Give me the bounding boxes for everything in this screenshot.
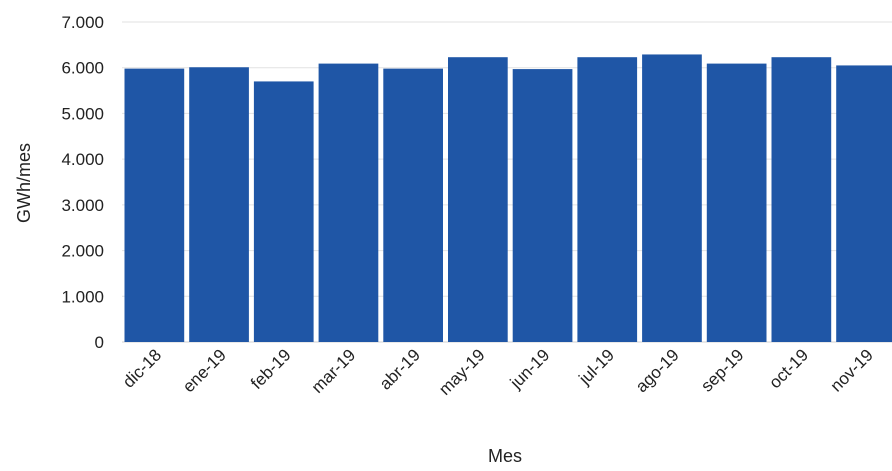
bar-abr-19 (383, 68, 443, 342)
x-tick-label: ago-19 (632, 345, 683, 396)
x-tick-label: jun-19 (506, 345, 554, 393)
y-tick-label: 7.000 (61, 13, 104, 32)
x-tick-label: abr-19 (376, 345, 424, 393)
x-tick-label: mar-19 (308, 345, 360, 397)
y-tick-label: 3.000 (61, 196, 104, 215)
y-tick-label: 0 (95, 333, 104, 352)
bars (124, 54, 892, 342)
x-tick-label: feb-19 (247, 345, 295, 393)
x-axis-title: Mes (488, 446, 522, 466)
y-tick-label: 6.000 (61, 59, 104, 78)
y-tick-label: 5.000 (61, 104, 104, 123)
bar-mar-19 (318, 63, 379, 342)
bar-feb-19 (253, 81, 314, 342)
bar-oct-19 (771, 57, 832, 342)
bar-nov-19 (836, 65, 892, 342)
x-tick-label: nov-19 (827, 345, 877, 395)
bar-may-19 (448, 57, 508, 342)
bar-ene-19 (189, 67, 249, 342)
x-tick-label: may-19 (435, 345, 489, 399)
bar-jun-19 (512, 69, 573, 342)
x-tick-label: ene-19 (179, 345, 230, 396)
x-tick-labels: dic-18 ene-19 feb-19 mar-19 abr-19 may-19 jun-… (119, 345, 877, 399)
x-tick-label: sep-19 (697, 345, 747, 395)
y-tick-label: 1.000 (61, 287, 104, 306)
y-tick-label: 2.000 (61, 242, 104, 261)
y-tick-label: 4.000 (61, 150, 104, 169)
bar-sep-19 (706, 63, 767, 342)
x-tick-label: jul-19 (575, 345, 619, 389)
bar-jul-19 (577, 57, 638, 342)
y-axis-title: GWh/mes (14, 143, 34, 223)
x-tick-label: oct-19 (765, 345, 812, 392)
x-tick-label: dic-18 (119, 345, 165, 391)
bar-ago-19 (642, 54, 702, 342)
bar-dic-18 (124, 68, 185, 342)
y-tick-labels: 0 1.000 2.000 3.000 4.000 5.000 6.000 7.000 (61, 13, 104, 352)
